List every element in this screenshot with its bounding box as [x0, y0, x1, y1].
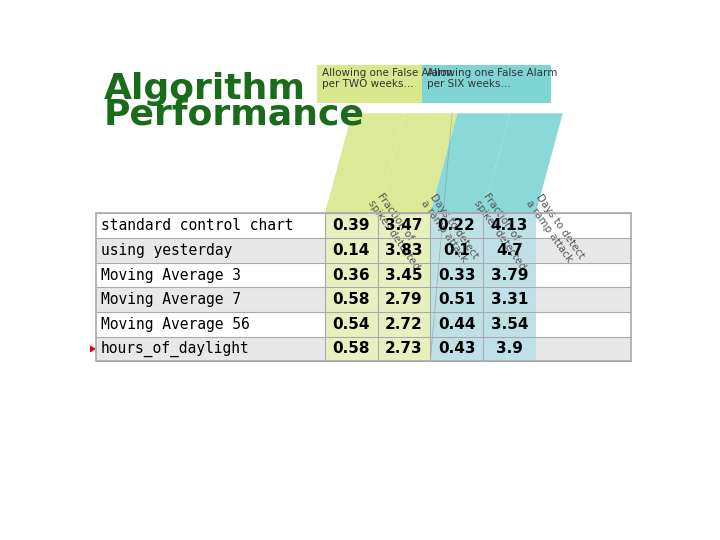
Bar: [431, 287, 483, 312]
Text: 0.22: 0.22: [438, 218, 475, 233]
Text: 3.79: 3.79: [490, 267, 528, 282]
Bar: [483, 312, 536, 336]
Text: 2.73: 2.73: [385, 341, 423, 356]
Bar: [483, 238, 536, 262]
Bar: [96, 287, 631, 312]
Bar: [483, 336, 536, 361]
Text: 0.33: 0.33: [438, 267, 475, 282]
Polygon shape: [325, 113, 405, 213]
Bar: [377, 262, 431, 287]
Text: 0.44: 0.44: [438, 317, 475, 332]
Bar: [325, 287, 377, 312]
Bar: [431, 213, 483, 238]
Text: 3.45: 3.45: [385, 267, 423, 282]
Text: Fraction of
spikes detected: Fraction of spikes detected: [366, 192, 431, 272]
Bar: [325, 238, 377, 262]
Polygon shape: [86, 343, 96, 355]
Text: using yesterday: using yesterday: [101, 243, 232, 258]
Text: Fraction of
spikes detected: Fraction of spikes detected: [472, 192, 536, 272]
Text: 3.54: 3.54: [490, 317, 528, 332]
Text: 4.7: 4.7: [496, 243, 523, 258]
Text: standard control chart: standard control chart: [101, 218, 293, 233]
Bar: [431, 336, 483, 361]
Bar: [96, 336, 631, 361]
Bar: [377, 336, 431, 361]
Polygon shape: [431, 113, 510, 213]
Bar: [96, 213, 631, 238]
Text: hours_of_daylight: hours_of_daylight: [101, 341, 250, 357]
Bar: [423, 65, 551, 103]
Bar: [325, 336, 377, 361]
Text: 2.72: 2.72: [385, 317, 423, 332]
Text: 3.31: 3.31: [490, 292, 528, 307]
Bar: [483, 213, 536, 238]
Text: 4.13: 4.13: [490, 218, 528, 233]
Text: Allowing one False Alarm
per SIX weeks...: Allowing one False Alarm per SIX weeks..…: [427, 68, 557, 90]
Text: 0.39: 0.39: [333, 218, 370, 233]
Text: 2.79: 2.79: [385, 292, 423, 307]
Bar: [325, 262, 377, 287]
Text: Days to detect
a ramp attack: Days to detect a ramp attack: [419, 192, 480, 267]
Text: 3.83: 3.83: [385, 243, 423, 258]
Text: Days to detect
a ramp attack: Days to detect a ramp attack: [524, 192, 586, 267]
Bar: [96, 238, 631, 262]
Text: 3.9: 3.9: [496, 341, 523, 356]
Text: 0.58: 0.58: [333, 341, 370, 356]
Text: Performance: Performance: [104, 97, 365, 131]
Bar: [431, 312, 483, 336]
Bar: [325, 312, 377, 336]
Text: 0.14: 0.14: [333, 243, 370, 258]
Text: 0.43: 0.43: [438, 341, 475, 356]
Text: Moving Average 56: Moving Average 56: [101, 317, 250, 332]
Bar: [377, 312, 431, 336]
Bar: [483, 262, 536, 287]
Bar: [483, 287, 536, 312]
Bar: [317, 65, 438, 103]
Text: 0.54: 0.54: [333, 317, 370, 332]
Text: 0.51: 0.51: [438, 292, 475, 307]
Text: Moving Average 3: Moving Average 3: [101, 267, 241, 282]
Text: Moving Average 7: Moving Average 7: [101, 292, 241, 307]
Bar: [431, 262, 483, 287]
Bar: [96, 213, 631, 361]
Text: 0.1: 0.1: [444, 243, 470, 258]
Text: Algorithm: Algorithm: [104, 72, 306, 106]
Bar: [96, 312, 631, 336]
Bar: [377, 213, 431, 238]
Text: 3.47: 3.47: [385, 218, 423, 233]
Bar: [325, 213, 377, 238]
Text: 0.58: 0.58: [333, 292, 370, 307]
Text: Allowing one False Alarm
per TWO weeks...: Allowing one False Alarm per TWO weeks..…: [322, 68, 452, 90]
Bar: [377, 238, 431, 262]
Bar: [431, 238, 483, 262]
Text: 0.36: 0.36: [333, 267, 370, 282]
Polygon shape: [377, 113, 457, 213]
Bar: [377, 287, 431, 312]
Polygon shape: [483, 113, 563, 213]
Bar: [96, 262, 631, 287]
